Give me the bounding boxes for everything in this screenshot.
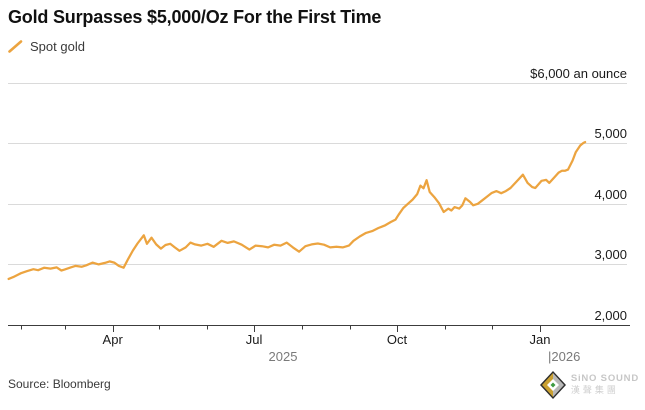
x-axis-label: Apr [102, 332, 123, 347]
y-axis-label: 3,000 [594, 247, 627, 263]
chart-title: Gold Surpasses $5,000/Oz For the First T… [8, 7, 382, 27]
source-caption: Source: Bloomberg [8, 377, 111, 391]
y-axis-label: 2,000 [594, 308, 627, 323]
x-axis-label: Jul [245, 332, 263, 347]
x-axis-label: Oct [386, 332, 408, 347]
legend-label: Spot gold [30, 39, 85, 54]
x-axis-year-label: 2025 [268, 349, 298, 364]
legend-line-swatch-icon [8, 40, 23, 53]
legend: Spot gold [8, 39, 85, 54]
x-axis-year-label: |2026 [548, 349, 581, 364]
brand-name-chinese: 漢聲集團 [570, 385, 619, 396]
x-axis-label: Jan [529, 332, 551, 347]
brand-name: SiNO SOUND [570, 373, 639, 385]
y-axis-label: 4,000 [594, 186, 627, 202]
spot-gold-line [7, 140, 587, 281]
brand-logo: SiNO SOUND 漢聲集團 [539, 371, 639, 399]
y-axis-label: 5,000 [594, 126, 627, 142]
diamond-logo-icon [539, 371, 566, 399]
brand-logo-text: SiNO SOUND 漢聲集團 [570, 373, 639, 396]
y-axis-unit-label: $6,000 an ounce [530, 65, 627, 81]
